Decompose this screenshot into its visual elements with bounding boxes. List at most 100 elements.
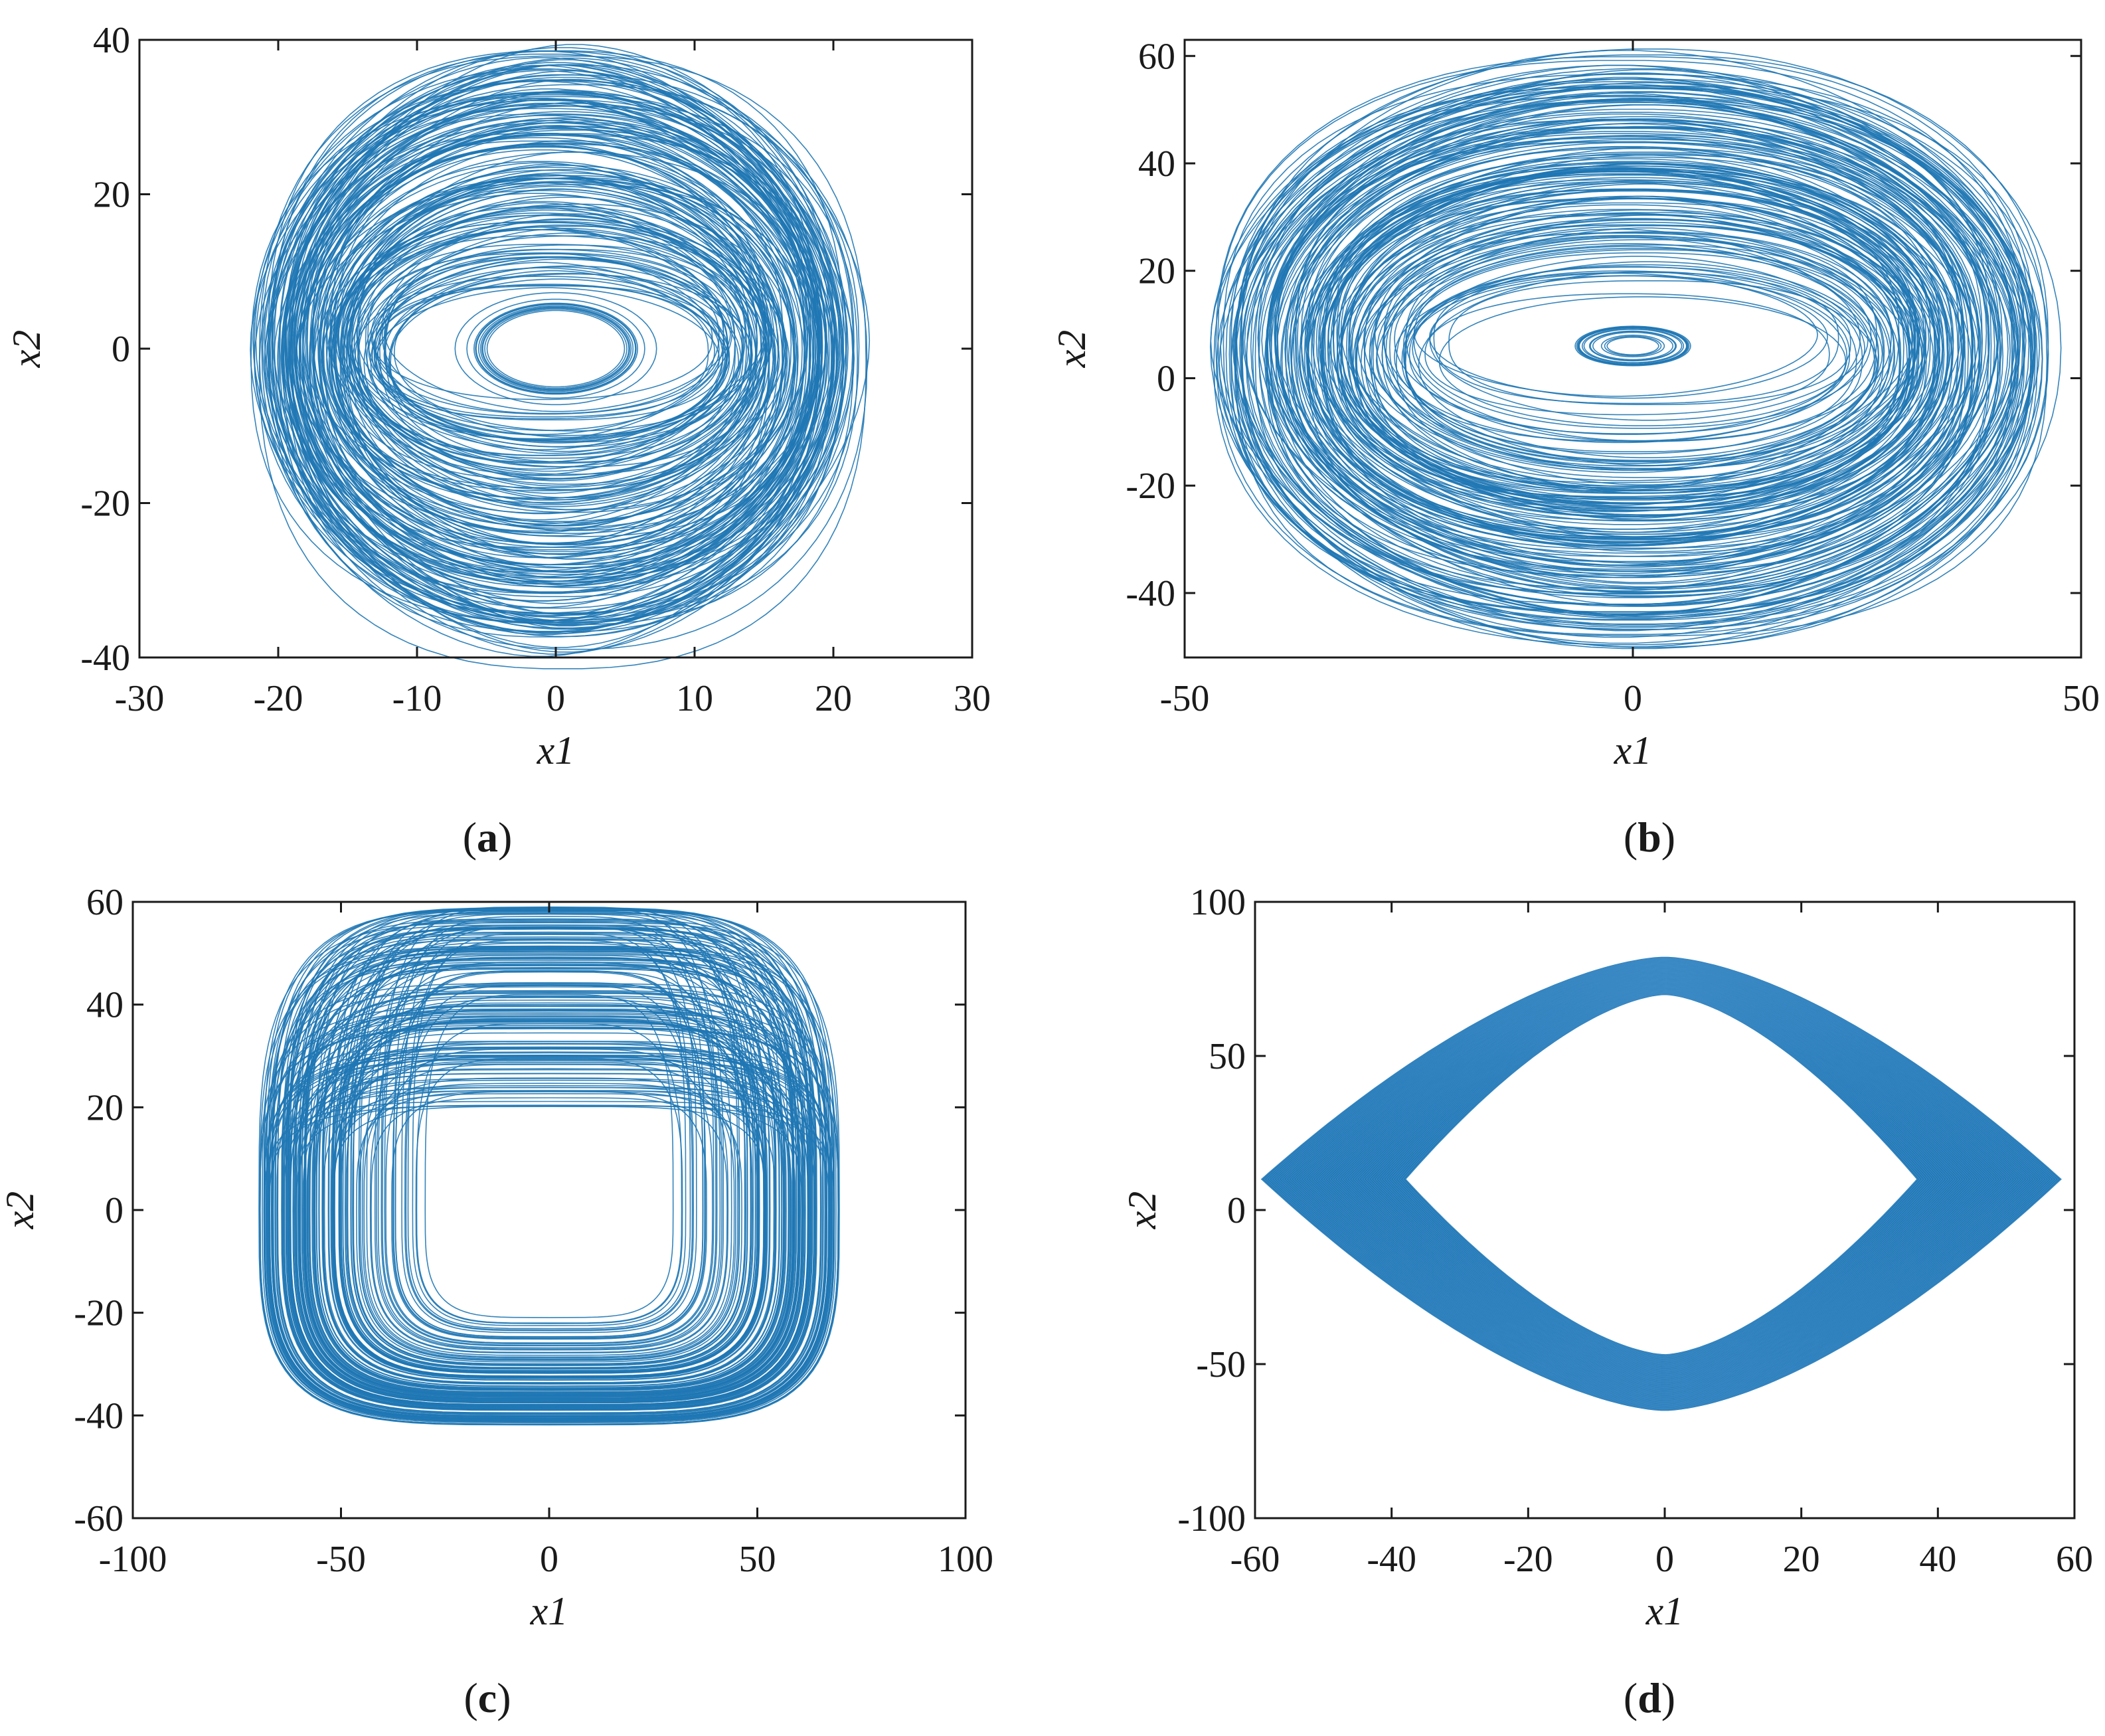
trajectory-loop bbox=[1280, 962, 2043, 1403]
y-tick-label: 60 bbox=[86, 882, 124, 923]
trajectory-loop bbox=[344, 946, 754, 1370]
trajectory-loop bbox=[1215, 56, 2037, 636]
trajectory-loop bbox=[1340, 204, 1908, 517]
trajectory-loop bbox=[1341, 182, 1916, 490]
trajectory-loop bbox=[1341, 978, 1981, 1380]
x-axis-ticks-b: -50 0 50 bbox=[1160, 40, 2100, 719]
trajectory-loop bbox=[1324, 973, 1999, 1387]
x-axis-ticks-a: -30 -20 -10 0 10 20 30 bbox=[115, 40, 991, 719]
trajectory-loop bbox=[362, 1055, 736, 1359]
panel-caption-b: (b) bbox=[1624, 814, 1675, 861]
y-tick-label: 50 bbox=[1209, 1036, 1246, 1077]
trajectory-loop bbox=[349, 188, 765, 479]
trajectory-loop bbox=[325, 178, 758, 503]
trajectory-loop bbox=[318, 957, 780, 1387]
trajectory-loop bbox=[295, 919, 803, 1402]
x-tick-label: 50 bbox=[2063, 678, 2100, 719]
trajectory-loop bbox=[263, 909, 835, 1423]
trajectory-loop bbox=[368, 267, 716, 435]
trajectory-loop bbox=[486, 309, 626, 388]
trajectory-loop bbox=[1402, 239, 1895, 462]
trajectory-loop bbox=[309, 926, 790, 1393]
panel-b: -50 0 50 -40 -20 0 20 40 60 x1 x2 (b) bbox=[1050, 36, 2100, 861]
trajectory-loop bbox=[1349, 195, 1915, 505]
trajectory-loop bbox=[253, 68, 823, 624]
trajectory-loop bbox=[1429, 261, 1869, 421]
trajectory-loop bbox=[1404, 264, 1875, 461]
trajectory-loop bbox=[272, 950, 827, 1417]
y-tick-label: 100 bbox=[1190, 882, 1246, 923]
trajectory-loop bbox=[1363, 234, 1891, 481]
trajectory-loop bbox=[343, 172, 787, 546]
trajectory-loop bbox=[1268, 958, 2055, 1408]
trajectory-loop bbox=[1297, 135, 1965, 541]
trajectory-loop bbox=[385, 1048, 713, 1344]
trajectory-loop bbox=[1336, 976, 1986, 1382]
trajectory-loop bbox=[391, 1090, 707, 1340]
trajectory-loop bbox=[367, 252, 724, 418]
trajectory-loop bbox=[299, 958, 799, 1399]
y-tick-label: -40 bbox=[80, 638, 130, 679]
y-tick-label: 40 bbox=[1138, 143, 1175, 185]
trajectory-loop bbox=[1240, 85, 2033, 626]
trajectory-loop bbox=[291, 99, 822, 598]
trajectory-loop bbox=[1387, 989, 1935, 1362]
x-tick-label: 0 bbox=[1624, 678, 1642, 719]
panel-letter-b: b bbox=[1638, 814, 1661, 861]
trajectory-loop bbox=[1401, 266, 1857, 454]
x-axis-label-c: x1 bbox=[530, 1589, 568, 1633]
trajectory-loop bbox=[339, 1041, 760, 1373]
trajectory-loop bbox=[1319, 972, 2003, 1389]
trajectory-loop bbox=[302, 1085, 796, 1397]
trajectory-loop bbox=[301, 966, 798, 1398]
x-axis-label-b: x1 bbox=[1614, 729, 1652, 772]
trajectory-loop bbox=[1240, 54, 2049, 630]
trajectory-loop bbox=[272, 1023, 826, 1417]
trajectory-loop bbox=[331, 174, 774, 545]
trajectory-loop bbox=[377, 961, 721, 1349]
trajectory-loop bbox=[331, 1086, 768, 1379]
trajectory-loop bbox=[297, 1073, 801, 1401]
trajectory-loop bbox=[348, 185, 767, 526]
trajectory-loop bbox=[288, 928, 810, 1406]
trajectory-loop bbox=[1264, 958, 2059, 1410]
trajectory-loop bbox=[1266, 958, 2057, 1409]
trajectory-loop bbox=[303, 938, 795, 1396]
x-tick-label: 0 bbox=[547, 678, 565, 719]
trajectory-loop bbox=[290, 1008, 809, 1406]
trajectory-loop bbox=[331, 140, 809, 531]
trajectory-loop bbox=[1332, 151, 1963, 516]
trajectory-loop bbox=[1270, 92, 2015, 588]
trajectory-loop bbox=[1329, 197, 1926, 511]
trajectory-loop bbox=[1390, 990, 1933, 1361]
trajectory-loop bbox=[376, 982, 722, 1350]
trajectory-loop bbox=[298, 149, 784, 577]
trajectory-loop bbox=[358, 906, 740, 1361]
trajectory-loops bbox=[258, 906, 840, 1426]
trajectory-loop bbox=[1314, 970, 2008, 1390]
trajectory-loop bbox=[266, 1010, 832, 1421]
x-tick-label: 60 bbox=[2056, 1539, 2093, 1580]
trajectory-loop bbox=[1266, 131, 1981, 570]
panel-letter-a: a bbox=[477, 814, 498, 861]
y-tick-label: -40 bbox=[74, 1395, 124, 1436]
x-axis-label-d: x1 bbox=[1645, 1589, 1684, 1633]
trajectory-loop bbox=[284, 64, 855, 618]
trajectory-loop bbox=[1216, 83, 2019, 638]
trajectory-loop bbox=[366, 970, 732, 1356]
y-axis-ticks-c: -60 -40 -20 0 20 40 60 bbox=[74, 882, 966, 1539]
trajectory-loop bbox=[292, 946, 806, 1404]
trajectory-loop bbox=[383, 248, 743, 436]
trajectory-loop bbox=[1583, 328, 1683, 363]
trajectory-loop bbox=[304, 78, 839, 616]
trajectory-loop bbox=[1252, 108, 2020, 606]
trajectory-loop bbox=[1307, 969, 2015, 1393]
trajectory-loop bbox=[1600, 334, 1665, 358]
x-tick-label: 0 bbox=[540, 1539, 558, 1580]
trajectory-loop bbox=[1220, 78, 2019, 615]
panel-letter-c: c bbox=[478, 1674, 497, 1721]
trajectory-loop bbox=[302, 182, 770, 499]
trajectory-loop bbox=[1242, 98, 1999, 578]
trajectory-loop bbox=[1343, 978, 1979, 1379]
